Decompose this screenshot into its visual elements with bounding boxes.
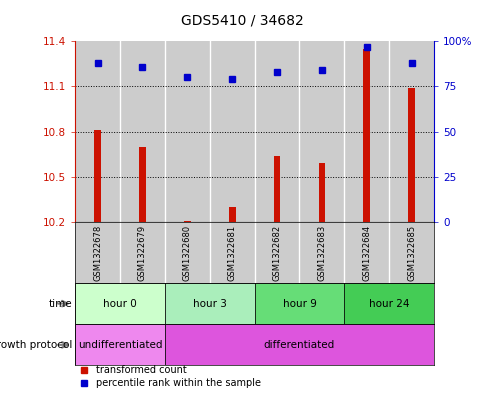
Bar [299, 41, 344, 222]
Text: GDS5410 / 34682: GDS5410 / 34682 [181, 14, 303, 28]
Bar [165, 324, 433, 365]
Text: GSM1322685: GSM1322685 [406, 224, 415, 281]
Bar [75, 41, 120, 222]
Text: GSM1322679: GSM1322679 [137, 224, 147, 281]
Text: hour 9: hour 9 [282, 299, 316, 309]
Bar [75, 222, 120, 283]
Text: GSM1322680: GSM1322680 [182, 224, 192, 281]
Bar [94, 130, 101, 222]
Bar [254, 41, 299, 222]
Bar [228, 207, 235, 222]
Bar [165, 222, 209, 283]
Bar [120, 41, 165, 222]
Bar [408, 88, 414, 222]
Text: undifferentiated: undifferentiated [77, 340, 162, 350]
Bar [388, 41, 433, 222]
Bar [183, 221, 190, 222]
Bar [209, 222, 254, 283]
Bar [75, 283, 165, 324]
Text: GSM1322682: GSM1322682 [272, 224, 281, 281]
Bar [254, 283, 344, 324]
Text: time: time [49, 299, 73, 309]
Bar [344, 283, 433, 324]
Text: hour 0: hour 0 [103, 299, 136, 309]
Bar [363, 49, 369, 222]
Bar [299, 222, 344, 283]
Bar [344, 41, 388, 222]
Bar [139, 147, 146, 222]
Text: hour 24: hour 24 [368, 299, 408, 309]
Bar [254, 222, 299, 283]
Bar [388, 222, 433, 283]
Text: hour 3: hour 3 [193, 299, 226, 309]
Text: growth protocol: growth protocol [0, 340, 73, 350]
Text: GSM1322681: GSM1322681 [227, 224, 236, 281]
Bar [165, 41, 209, 222]
Bar [75, 324, 165, 365]
Text: GSM1322684: GSM1322684 [362, 224, 371, 281]
Bar [344, 222, 388, 283]
Text: differentiated: differentiated [263, 340, 334, 350]
Text: GSM1322678: GSM1322678 [93, 224, 102, 281]
Bar [318, 163, 325, 222]
Text: GSM1322683: GSM1322683 [317, 224, 326, 281]
Bar [120, 222, 165, 283]
Bar [209, 41, 254, 222]
Legend: transformed count, percentile rank within the sample: transformed count, percentile rank withi… [80, 365, 260, 388]
Bar [165, 283, 254, 324]
Bar [273, 156, 280, 222]
